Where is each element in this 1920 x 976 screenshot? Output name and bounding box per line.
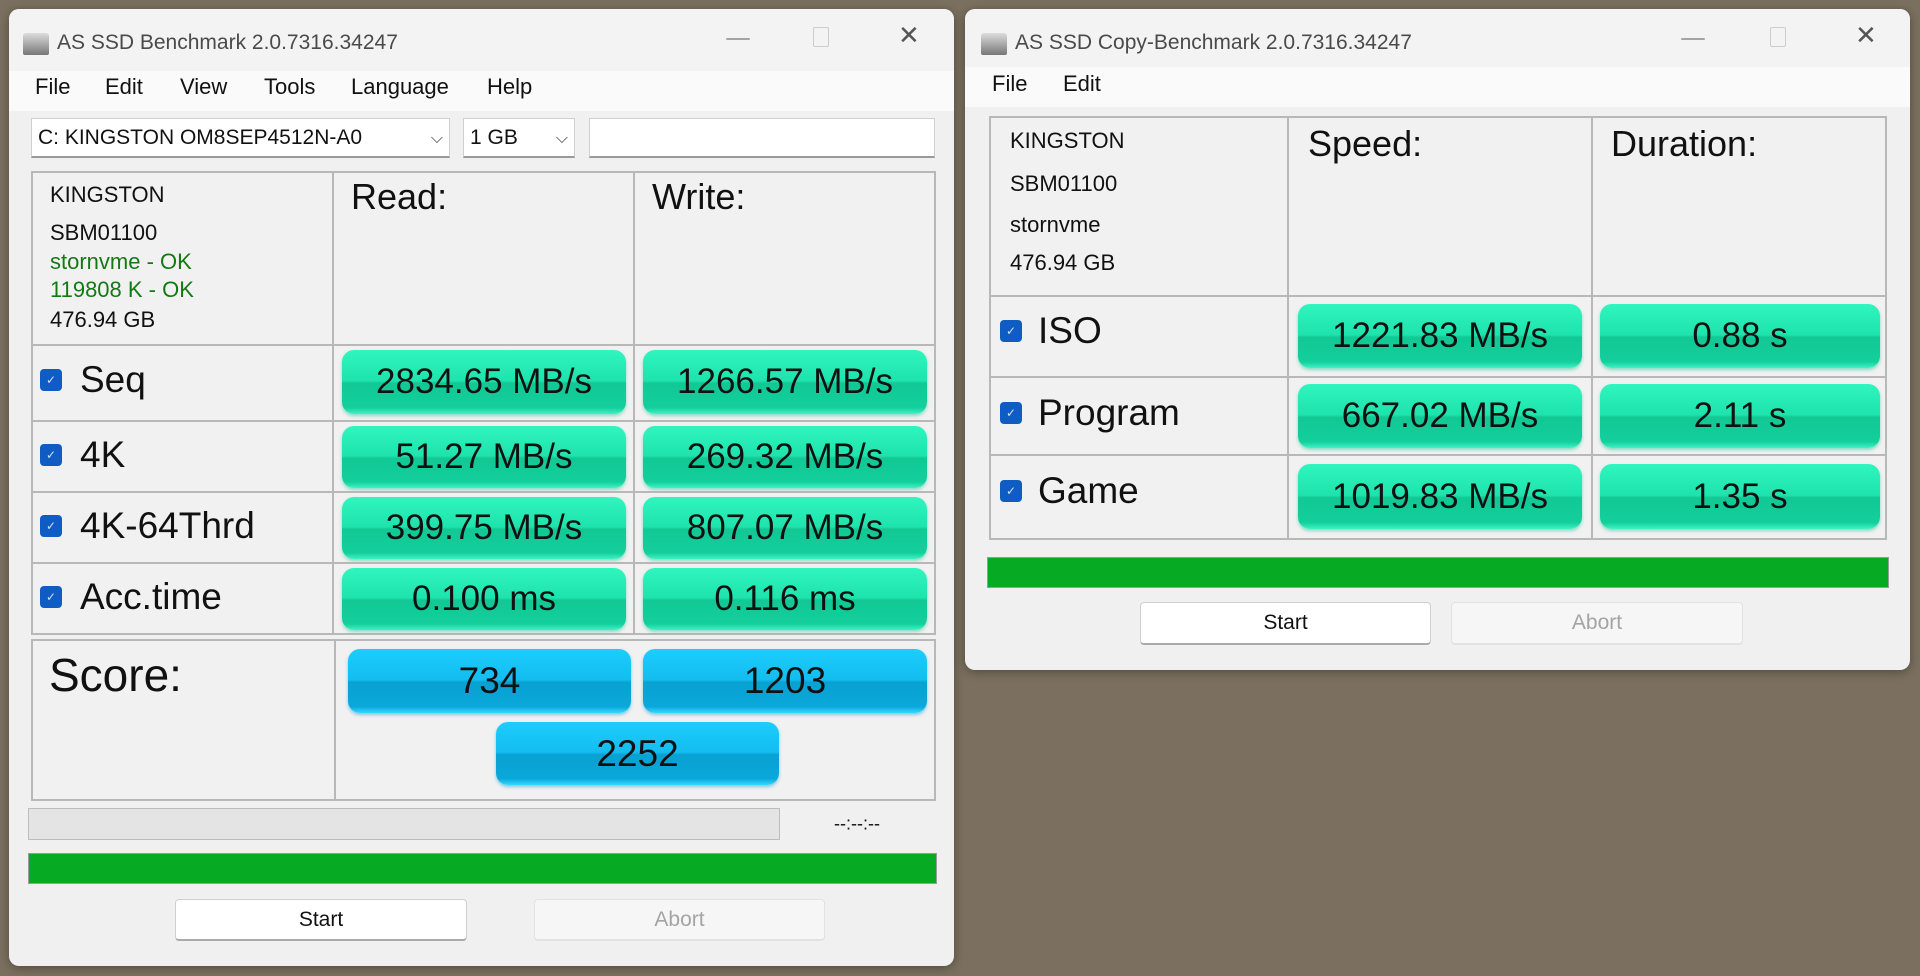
row-label-cell [989, 295, 1289, 378]
drive-app-icon [981, 33, 1007, 55]
game-label: Game [1038, 470, 1139, 511]
drive-info-cell [989, 116, 1289, 297]
drive-firmware: SBM01100 [50, 220, 158, 245]
4k-write-value: 269.32 MB/s [643, 426, 927, 488]
game-checkbox[interactable]: ✓ [1000, 480, 1022, 502]
status-text-field[interactable] [589, 118, 935, 158]
total-score: 2252 [496, 722, 779, 785]
drive-select[interactable]: C: KINGSTON OM8SEP4512N-A0 ⌵ [31, 118, 450, 158]
window-title: AS SSD Copy-Benchmark 2.0.7316.34247 [1015, 31, 1412, 54]
menu-file[interactable]: File [35, 74, 71, 99]
write-header: Write: [652, 176, 746, 217]
benchmark-window: AS SSD Benchmark 2.0.7316.34247 — ✕ File… [9, 9, 954, 966]
4k-64thrd-label: 4K-64Thrd [80, 505, 255, 546]
acc-time-label: Acc.time [80, 576, 222, 617]
program-speed-value: 667.02 MB/s [1298, 384, 1582, 448]
duration-header: Duration: [1611, 123, 1758, 164]
minimize-button[interactable]: — [725, 23, 751, 53]
program-label: Program [1038, 392, 1180, 433]
drive-capacity: 476.94 GB [50, 307, 156, 332]
speed-header: Speed: [1308, 123, 1423, 164]
seq-label: Seq [80, 359, 146, 400]
title-bar [9, 9, 954, 71]
copy-progress-bar [987, 557, 1889, 588]
menu-edit[interactable]: Edit [105, 74, 143, 99]
score-label-cell [31, 639, 336, 801]
write-header-cell [633, 171, 936, 346]
drive-app-icon [23, 33, 49, 55]
start-button[interactable]: Start [1140, 602, 1431, 645]
4k-64thrd-checkbox[interactable]: ✓ [40, 515, 62, 537]
duration-header-cell [1591, 116, 1887, 297]
menu-bar [9, 71, 954, 111]
seq-checkbox[interactable]: ✓ [40, 369, 62, 391]
overall-progress-bar [28, 853, 937, 884]
drive-info-cell [31, 171, 334, 346]
driver-name: stornvme [1010, 212, 1101, 237]
maximize-button[interactable] [813, 27, 829, 47]
game-duration-value: 1.35 s [1600, 464, 1880, 529]
row-label-cell [31, 344, 334, 422]
drive-vendor: KINGSTON [1010, 128, 1125, 153]
elapsed-time: --:--:-- [834, 813, 880, 834]
4k-label: 4K [80, 434, 126, 475]
row-label-cell [989, 454, 1289, 540]
menu-file[interactable]: File [992, 71, 1028, 96]
iso-speed-value: 1221.83 MB/s [1298, 304, 1582, 368]
alignment-status: 119808 K - OK [50, 277, 194, 302]
menu-help[interactable]: Help [487, 74, 533, 99]
size-select-value: 1 GB [470, 125, 518, 149]
menu-bar [965, 67, 1910, 107]
drive-firmware: SBM01100 [1010, 171, 1118, 196]
copy-benchmark-window: AS SSD Copy-Benchmark 2.0.7316.34247 — ✕… [965, 9, 1910, 670]
menu-language[interactable]: Language [351, 74, 449, 99]
size-select[interactable]: 1 GB ⌵ [463, 118, 575, 158]
window-title: AS SSD Benchmark 2.0.7316.34247 [57, 31, 398, 54]
read-header: Read: [351, 176, 448, 217]
write-score: 1203 [643, 649, 927, 713]
score-label: Score: [49, 649, 182, 701]
acc-time-read-value: 0.100 ms [342, 568, 626, 630]
seq-write-value: 1266.57 MB/s [643, 350, 927, 414]
start-button[interactable]: Start [175, 899, 467, 941]
4k-64thrd-write-value: 807.07 MB/s [643, 497, 927, 559]
chevron-down-icon: ⌵ [430, 127, 443, 147]
test-progress-bar [28, 808, 780, 840]
4k-checkbox[interactable]: ✓ [40, 444, 62, 466]
minimize-button[interactable]: — [1680, 23, 1706, 53]
drive-select-value: C: KINGSTON OM8SEP4512N-A0 [38, 125, 363, 149]
driver-status: stornvme - OK [50, 249, 192, 274]
drive-capacity: 476.94 GB [1010, 250, 1116, 275]
title-bar [965, 9, 1910, 71]
game-speed-value: 1019.83 MB/s [1298, 464, 1582, 529]
abort-button[interactable]: Abort [1451, 602, 1743, 645]
program-checkbox[interactable]: ✓ [1000, 402, 1022, 424]
menu-view[interactable]: View [180, 74, 228, 99]
menu-tools[interactable]: Tools [264, 74, 316, 99]
speed-header-cell [1287, 116, 1593, 297]
close-button[interactable]: ✕ [898, 21, 920, 51]
drive-vendor: KINGSTON [50, 182, 165, 207]
program-duration-value: 2.11 s [1600, 384, 1880, 448]
chevron-down-icon: ⌵ [555, 127, 568, 147]
row-label-cell [31, 420, 334, 493]
read-score: 734 [348, 649, 631, 713]
menu-edit[interactable]: Edit [1063, 71, 1101, 96]
iso-label: ISO [1038, 310, 1102, 351]
close-button[interactable]: ✕ [1855, 21, 1877, 51]
row-label-cell [31, 491, 334, 564]
iso-duration-value: 0.88 s [1600, 304, 1880, 368]
acc-time-checkbox[interactable]: ✓ [40, 586, 62, 608]
4k-read-value: 51.27 MB/s [342, 426, 626, 488]
4k-64thrd-read-value: 399.75 MB/s [342, 497, 626, 559]
abort-button[interactable]: Abort [534, 899, 825, 941]
acc-time-write-value: 0.116 ms [643, 568, 927, 630]
maximize-button[interactable] [1770, 27, 1786, 47]
row-label-cell [989, 376, 1289, 456]
iso-checkbox[interactable]: ✓ [1000, 320, 1022, 342]
seq-read-value: 2834.65 MB/s [342, 350, 626, 414]
